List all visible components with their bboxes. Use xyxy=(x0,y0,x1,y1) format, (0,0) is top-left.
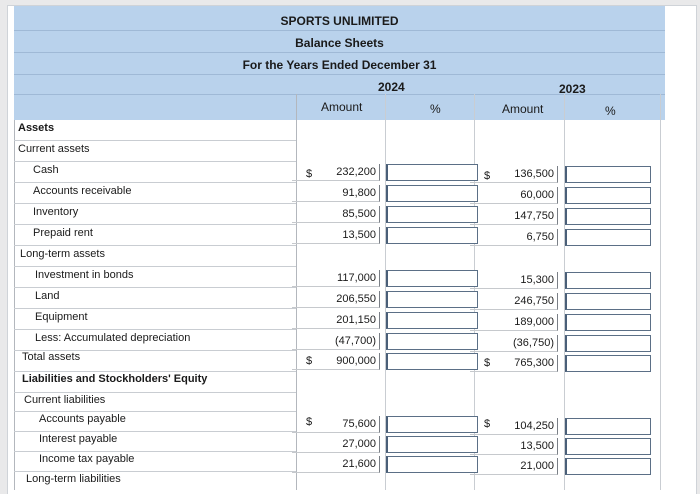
percent-2023-prepaid-rent-input[interactable] xyxy=(565,229,651,246)
period-label: For the Years Ended December 31 xyxy=(242,58,437,72)
percent-2024-header: % xyxy=(430,102,441,116)
value-2023-inventory: 147,750 xyxy=(470,208,558,225)
percent-2024-interest-payable-input[interactable] xyxy=(386,436,478,453)
dollar-sign: $ xyxy=(306,168,313,180)
value-2023-total-assets: 765,300 xyxy=(470,355,558,372)
amount-2024-header: Amount xyxy=(321,100,363,114)
percent-2023-land-input[interactable] xyxy=(565,293,651,310)
value-2024-inventory: 85,500 xyxy=(292,206,380,223)
label-inventory: Inventory xyxy=(33,206,79,218)
label-cash: Cash xyxy=(33,164,59,176)
percent-2024-accumulated-depreciation-input[interactable] xyxy=(386,333,478,350)
percent-2024-income-tax-payable-input[interactable] xyxy=(386,456,478,473)
label-total-assets: Total assets xyxy=(22,351,81,363)
value-2023-cash: 136,500 xyxy=(470,166,558,183)
dollar-sign: $ xyxy=(484,170,491,182)
header-band: SPORTS UNLIMITED Balance Sheets For the … xyxy=(14,6,665,120)
label-interest-payable: Interest payable xyxy=(39,433,118,445)
value-2023-accumulated-depreciation: (36,750) xyxy=(470,335,558,352)
value-2024-interest-payable: 27,000 xyxy=(292,436,380,453)
statement-title: Balance Sheets xyxy=(295,36,384,50)
label-investment-in-bonds: Investment in bonds xyxy=(35,269,134,281)
percent-2024-inventory-input[interactable] xyxy=(386,206,478,223)
percent-2023-accounts-receivable-input[interactable] xyxy=(565,187,651,204)
label-current-assets: Current assets xyxy=(18,143,90,155)
label-income-tax-payable: Income tax payable xyxy=(39,453,135,465)
dollar-sign: $ xyxy=(484,418,491,430)
value-2024-total-assets: 900,000 xyxy=(292,353,380,370)
percent-2024-accounts-receivable-input[interactable] xyxy=(386,185,478,202)
value-2024-accounts-receivable: 91,800 xyxy=(292,185,380,202)
balance-sheet: SPORTS UNLIMITED Balance Sheets For the … xyxy=(8,6,696,494)
percent-2023-header: % xyxy=(605,104,616,118)
value-2023-accounts-receivable: 60,000 xyxy=(470,187,558,204)
year-2023-header: 2023 xyxy=(559,82,586,96)
value-2024-land: 206,550 xyxy=(292,291,380,308)
percent-2024-prepaid-rent-input[interactable] xyxy=(386,227,478,244)
value-2023-income-tax-payable: 21,000 xyxy=(470,458,558,475)
dollar-sign: $ xyxy=(484,357,491,369)
percent-2023-investment-input[interactable] xyxy=(565,272,651,289)
percent-2023-accounts-payable-input[interactable] xyxy=(565,418,651,435)
percent-2024-accounts-payable-input[interactable] xyxy=(386,416,478,433)
dollar-sign: $ xyxy=(306,355,313,367)
value-2023-investment: 15,300 xyxy=(470,272,558,289)
year-2024-header: 2024 xyxy=(378,80,405,94)
amount-2023-header: Amount xyxy=(502,102,544,116)
label-equipment: Equipment xyxy=(35,311,88,323)
percent-2023-interest-payable-input[interactable] xyxy=(565,438,651,455)
label-assets: Assets xyxy=(18,122,55,134)
label-prepaid-rent: Prepaid rent xyxy=(33,227,93,239)
value-2024-cash: 232,200 xyxy=(292,164,380,181)
label-accounts-payable: Accounts payable xyxy=(39,413,126,425)
percent-2024-total-assets-input[interactable] xyxy=(386,353,478,370)
label-accounts-receivable: Accounts receivable xyxy=(33,185,132,197)
percent-2023-total-assets-input[interactable] xyxy=(565,355,651,372)
value-2024-income-tax-payable: 21,600 xyxy=(292,456,380,473)
label-liabilities-equity: Liabilities and Stockholders' Equity xyxy=(22,373,208,385)
percent-2024-equipment-input[interactable] xyxy=(386,312,478,329)
label-long-term-assets: Long-term assets xyxy=(20,248,105,260)
percent-2023-inventory-input[interactable] xyxy=(565,208,651,225)
value-2024-equipment: 201,150 xyxy=(292,312,380,329)
value-2024-prepaid-rent: 13,500 xyxy=(292,227,380,244)
value-2024-accounts-payable: 75,600 xyxy=(292,416,380,433)
percent-2023-cash-input[interactable] xyxy=(565,166,651,183)
value-2023-equipment: 189,000 xyxy=(470,314,558,331)
percent-2024-cash-input[interactable] xyxy=(386,164,478,181)
label-land: Land xyxy=(35,290,60,302)
value-2023-interest-payable: 13,500 xyxy=(470,438,558,455)
value-2023-accounts-payable: 104,250 xyxy=(470,418,558,435)
value-2024-accumulated-depreciation: (47,700) xyxy=(292,333,380,350)
percent-2023-equipment-input[interactable] xyxy=(565,314,651,331)
value-2023-land: 246,750 xyxy=(470,293,558,310)
company-name: SPORTS UNLIMITED xyxy=(280,14,399,28)
percent-2024-investment-input[interactable] xyxy=(386,270,478,287)
percent-2023-accumulated-depreciation-input[interactable] xyxy=(565,335,651,352)
label-current-liabilities: Current liabilities xyxy=(24,394,106,406)
percent-2024-land-input[interactable] xyxy=(386,291,478,308)
dollar-sign: $ xyxy=(306,416,313,428)
label-long-term-liabilities: Long-term liabilities xyxy=(26,473,121,485)
value-2023-prepaid-rent: 6,750 xyxy=(470,229,558,246)
label-accumulated-depreciation: Less: Accumulated depreciation xyxy=(35,332,191,344)
percent-2023-income-tax-payable-input[interactable] xyxy=(565,458,651,475)
value-2024-investment: 117,000 xyxy=(292,270,380,287)
